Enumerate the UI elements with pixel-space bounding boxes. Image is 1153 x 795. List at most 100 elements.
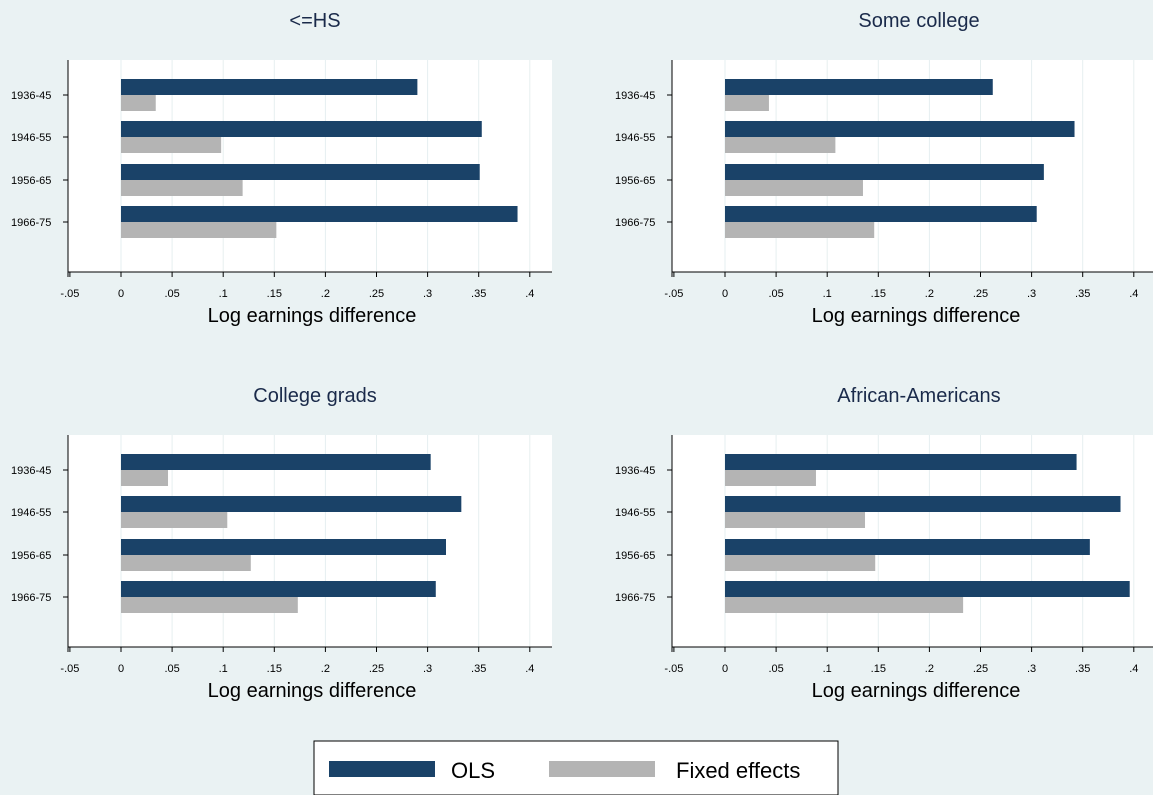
ols-bar-1936-45 <box>725 79 993 95</box>
ols-bar-1936-45 <box>121 454 431 470</box>
x-tick-label: .4 <box>1129 288 1138 300</box>
x-tick-label: .3 <box>1027 288 1036 300</box>
category-label: 1956-65 <box>11 175 51 187</box>
x-tick-label: .25 <box>973 288 988 300</box>
x-tick-label: .4 <box>525 663 534 675</box>
ols-bar-1946-55 <box>121 121 482 137</box>
panel-4: African-Americans 1936-45 1946-55 1956-65 19… <box>615 385 1153 702</box>
x-tick-label: .1 <box>823 288 832 300</box>
fe-bar-1956-65 <box>725 180 863 196</box>
x-tick-label: .15 <box>871 663 886 675</box>
x-tick-label: .2 <box>321 288 330 300</box>
panel-title: Some college <box>858 10 979 32</box>
category-label: 1946-55 <box>11 507 51 519</box>
x-tick-label: 0 <box>118 663 124 675</box>
fe-bar-1946-55 <box>725 137 836 153</box>
category-label: 1936-45 <box>615 90 655 102</box>
ols-bar-1936-45 <box>121 79 418 95</box>
legend: OLS Fixed effects <box>313 740 839 795</box>
fe-bar-1946-55 <box>121 512 228 528</box>
ols-bar-1966-75 <box>121 581 436 597</box>
category-label: 1956-65 <box>615 550 655 562</box>
x-tick-label: .3 <box>423 288 432 300</box>
category-label: 1966-75 <box>11 217 51 229</box>
fe-bar-1956-65 <box>725 555 876 571</box>
fe-bar-1936-45 <box>725 95 769 111</box>
x-tick-label: -.05 <box>60 288 79 300</box>
ols-bar-1946-55 <box>725 496 1121 512</box>
x-tick-label: .1 <box>219 663 228 675</box>
ols-bar-1956-65 <box>725 164 1044 180</box>
fe-bar-1936-45 <box>725 470 816 486</box>
x-tick-label: 0 <box>118 288 124 300</box>
category-label: 1966-75 <box>615 592 655 604</box>
x-tick-label: .15 <box>267 288 282 300</box>
ols-bar-1966-75 <box>725 581 1130 597</box>
panel-title: College grads <box>253 385 376 407</box>
x-tick-label: .05 <box>164 288 179 300</box>
ols-bar-1946-55 <box>725 121 1075 137</box>
x-tick-label: .25 <box>369 288 384 300</box>
x-tick-label: .15 <box>267 663 282 675</box>
ols-bar-1956-65 <box>725 539 1090 555</box>
x-tick-label: .35 <box>471 288 486 300</box>
x-tick-label: .15 <box>871 288 886 300</box>
x-tick-label: .35 <box>1075 663 1090 675</box>
fe-bar-1966-75 <box>725 222 875 238</box>
legend-swatch-fixed-effects <box>549 761 655 777</box>
ols-bar-1966-75 <box>725 206 1037 222</box>
category-label: 1966-75 <box>11 592 51 604</box>
category-label: 1936-45 <box>615 465 655 477</box>
category-label: 1966-75 <box>615 217 655 229</box>
x-tick-label: .1 <box>823 663 832 675</box>
fe-bar-1956-65 <box>121 180 243 196</box>
x-tick-label: .05 <box>164 663 179 675</box>
category-label: 1946-55 <box>615 507 655 519</box>
category-label: 1946-55 <box>615 132 655 144</box>
ols-bar-1946-55 <box>121 496 462 512</box>
category-label: 1936-45 <box>11 90 51 102</box>
x-tick-label: .4 <box>1129 663 1138 675</box>
panel-title: African-Americans <box>837 385 1000 407</box>
x-tick-label: .3 <box>1027 663 1036 675</box>
x-axis-title: Log earnings difference <box>208 305 417 327</box>
x-tick-label: .35 <box>1075 288 1090 300</box>
ols-bar-1936-45 <box>725 454 1077 470</box>
x-axis-title: Log earnings difference <box>812 680 1021 702</box>
fe-bar-1966-75 <box>725 597 964 613</box>
ols-bar-1956-65 <box>121 164 480 180</box>
x-tick-label: .25 <box>973 663 988 675</box>
legend-label-fixed-effects: Fixed effects <box>676 758 800 783</box>
x-axis-title: Log earnings difference <box>208 680 417 702</box>
ols-bar-1966-75 <box>121 206 518 222</box>
x-tick-label: .2 <box>925 288 934 300</box>
x-tick-label: -.05 <box>664 663 683 675</box>
x-tick-label: .4 <box>525 288 534 300</box>
x-tick-label: .1 <box>219 288 228 300</box>
fe-bar-1936-45 <box>121 470 169 486</box>
x-tick-label: 0 <box>722 663 728 675</box>
fe-bar-1966-75 <box>121 222 277 238</box>
x-tick-label: .05 <box>768 663 783 675</box>
x-tick-label: .2 <box>321 663 330 675</box>
x-tick-label: .35 <box>471 663 486 675</box>
category-label: 1946-55 <box>11 132 51 144</box>
panel-2: Some college 1936-45 1946-55 1956-65 1966-75… <box>615 10 1153 327</box>
x-tick-label: .3 <box>423 663 432 675</box>
ols-bar-1956-65 <box>121 539 446 555</box>
fe-bar-1966-75 <box>121 597 298 613</box>
legend-swatch-ols <box>329 761 435 777</box>
x-tick-label: .25 <box>369 663 384 675</box>
x-axis-title: Log earnings difference <box>812 305 1021 327</box>
legend-label-ols: OLS <box>451 758 495 783</box>
panel-title: <=HS <box>289 10 340 32</box>
fe-bar-1946-55 <box>725 512 866 528</box>
category-label: 1936-45 <box>11 465 51 477</box>
x-tick-label: 0 <box>722 288 728 300</box>
x-tick-label: -.05 <box>60 663 79 675</box>
fe-bar-1956-65 <box>121 555 251 571</box>
panel-1: <=HS 1936-45 1946-55 1956-65 1966-75 -.05 0 .05… <box>11 10 552 327</box>
fe-bar-1936-45 <box>121 95 156 111</box>
x-tick-label: -.05 <box>664 288 683 300</box>
